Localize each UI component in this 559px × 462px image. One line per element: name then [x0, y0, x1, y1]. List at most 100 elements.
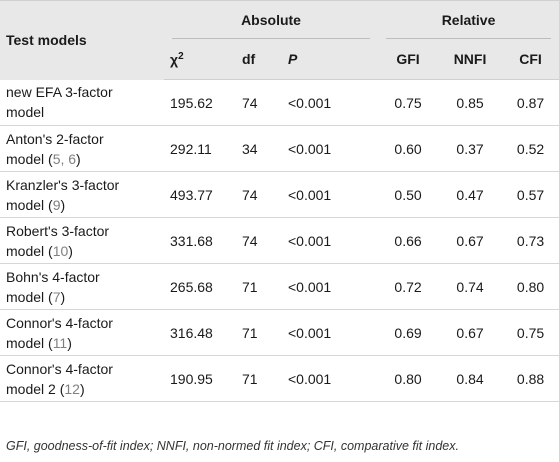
reference-link[interactable]: 7	[52, 288, 61, 305]
header-gfi: GFI	[378, 39, 439, 80]
table-row: Connor's 4-factor model (11) 316.48 71 <0.00…	[0, 309, 559, 356]
model-name-line1: Anton's 2-factor	[6, 130, 104, 147]
gfi-cell: 0.60	[378, 125, 439, 172]
chi2-cell: 316.48	[164, 309, 236, 356]
reference-close: )	[60, 196, 66, 213]
gfi-cell: 0.75	[378, 79, 439, 126]
model-name-cell: new EFA 3-factor model	[0, 79, 164, 126]
df-cell: 74	[236, 79, 282, 126]
p-cell: <0.001	[282, 171, 379, 218]
model-name-line2: model (	[6, 242, 53, 259]
reference-link[interactable]: 11	[52, 334, 68, 351]
cfi-cell: 0.75	[502, 309, 559, 356]
table-row: Robert's 3-factor model (10) 331.68 74 <0.00…	[0, 217, 559, 264]
model-name-line1: Kranzler's 3-factor	[6, 176, 120, 193]
model-name-cell: Kranzler's 3-factor model (9)	[0, 171, 164, 218]
cfi-cell: 0.73	[502, 217, 559, 264]
df-cell: 71	[236, 263, 282, 310]
chi2-cell: 265.68	[164, 263, 236, 310]
header-test-models: Test models	[0, 0, 164, 80]
gfi-cell: 0.50	[378, 171, 439, 218]
nnfi-cell: 0.84	[438, 355, 503, 402]
p-cell: <0.001	[282, 263, 379, 310]
model-name-cell: Connor's 4-factor model (11)	[0, 309, 164, 356]
header-absolute-label: Absolute	[241, 12, 301, 28]
relative-divider	[386, 38, 552, 39]
p-cell: <0.001	[282, 309, 379, 356]
table-row: Connor's 4-factor model 2 (12) 190.95 71 <0.…	[0, 355, 559, 402]
chi2-cell: 195.62	[164, 79, 236, 126]
chi-superscript: 2	[178, 50, 184, 62]
model-fit-table: Test models Absolute Relative χ2 df P GF…	[0, 0, 559, 402]
header-chi2: χ2	[164, 39, 236, 80]
p-cell: <0.001	[282, 79, 379, 126]
model-name-line1: Connor's 4-factor	[6, 360, 113, 377]
absolute-divider	[172, 38, 371, 39]
model-name-line2: model (	[6, 334, 53, 351]
model-name-cell: Connor's 4-factor model 2 (12)	[0, 355, 164, 402]
gfi-cell: 0.66	[378, 217, 439, 264]
table-body: new EFA 3-factor model 195.62 74 <0.001 0.75 0…	[0, 79, 559, 402]
reference-close: )	[68, 242, 73, 259]
model-name-line2: model	[6, 104, 45, 121]
df-cell: 74	[236, 171, 282, 218]
reference-close: )	[60, 288, 66, 305]
df-cell: 71	[236, 355, 282, 402]
chi2-cell: 331.68	[164, 217, 236, 264]
header-p: P	[282, 39, 379, 80]
table-container: Test models Absolute Relative χ2 df P GF…	[0, 0, 559, 402]
nnfi-cell: 0.85	[438, 79, 503, 126]
p-cell: <0.001	[282, 355, 379, 402]
header-cfi: CFI	[502, 39, 559, 80]
model-name-cell: Bohn's 4-factor model (7)	[0, 263, 164, 310]
model-name-cell: Robert's 3-factor model (10)	[0, 217, 164, 264]
nnfi-cell: 0.47	[438, 171, 503, 218]
table-row: Kranzler's 3-factor model (9) 493.77 74 <0.0…	[0, 171, 559, 218]
p-cell: <0.001	[282, 217, 379, 264]
model-name-line2: model 2 (	[6, 380, 65, 397]
gfi-cell: 0.69	[378, 309, 439, 356]
cfi-cell: 0.80	[502, 263, 559, 310]
cfi-cell: 0.87	[502, 79, 559, 126]
header-relative: Relative	[378, 0, 559, 39]
reference-close: )	[67, 334, 72, 351]
cfi-cell: 0.88	[502, 355, 559, 402]
nnfi-cell: 0.67	[438, 309, 503, 356]
reference-link[interactable]: 12	[64, 380, 80, 397]
header-nnfi: NNFI	[438, 39, 503, 80]
reference-link[interactable]: 10	[52, 242, 69, 259]
header-row-metrics: χ2 df P GFI NNFI CFI	[0, 39, 559, 80]
nnfi-cell: 0.67	[438, 217, 503, 264]
nnfi-cell: 0.74	[438, 263, 503, 310]
table-footnote: GFI, goodness-of-fit index; NNFI, non-no…	[6, 439, 459, 453]
df-cell: 74	[236, 217, 282, 264]
model-name-line1: Bohn's 4-factor	[6, 268, 100, 285]
model-name-line1: Robert's 3-factor	[6, 222, 110, 239]
model-name-line2: model (	[6, 150, 53, 167]
p-cell: <0.001	[282, 125, 379, 172]
chi2-cell: 493.77	[164, 171, 236, 218]
gfi-cell: 0.80	[378, 355, 439, 402]
gfi-cell: 0.72	[378, 263, 439, 310]
df-cell: 71	[236, 309, 282, 356]
table-row: new EFA 3-factor model 195.62 74 <0.001 0.75 0…	[0, 79, 559, 126]
chi-symbol: χ	[170, 51, 179, 68]
chi2-cell: 190.95	[164, 355, 236, 402]
reference-link[interactable]: 9	[52, 196, 61, 213]
model-name-line1: new EFA 3-factor	[6, 84, 113, 101]
model-name-line1: Connor's 4-factor	[6, 314, 113, 331]
header-row-groups: Test models Absolute Relative	[0, 0, 559, 80]
model-name-cell: Anton's 2-factor model (5, 6)	[0, 125, 164, 172]
chi2-cell: 292.11	[164, 125, 236, 172]
reference-link[interactable]: 5, 6	[52, 150, 77, 167]
header-absolute: Absolute	[164, 0, 379, 39]
reference-close: )	[79, 380, 85, 397]
model-name-line2: model (	[6, 196, 53, 213]
reference-close: )	[76, 150, 81, 167]
table-row: Anton's 2-factor model (5, 6) 292.11 34 <0.0…	[0, 125, 559, 172]
header-relative-label: Relative	[441, 12, 496, 28]
nnfi-cell: 0.37	[438, 125, 503, 172]
model-name-line2: model (	[6, 288, 53, 305]
cfi-cell: 0.57	[502, 171, 559, 218]
header-df: df	[236, 39, 282, 80]
